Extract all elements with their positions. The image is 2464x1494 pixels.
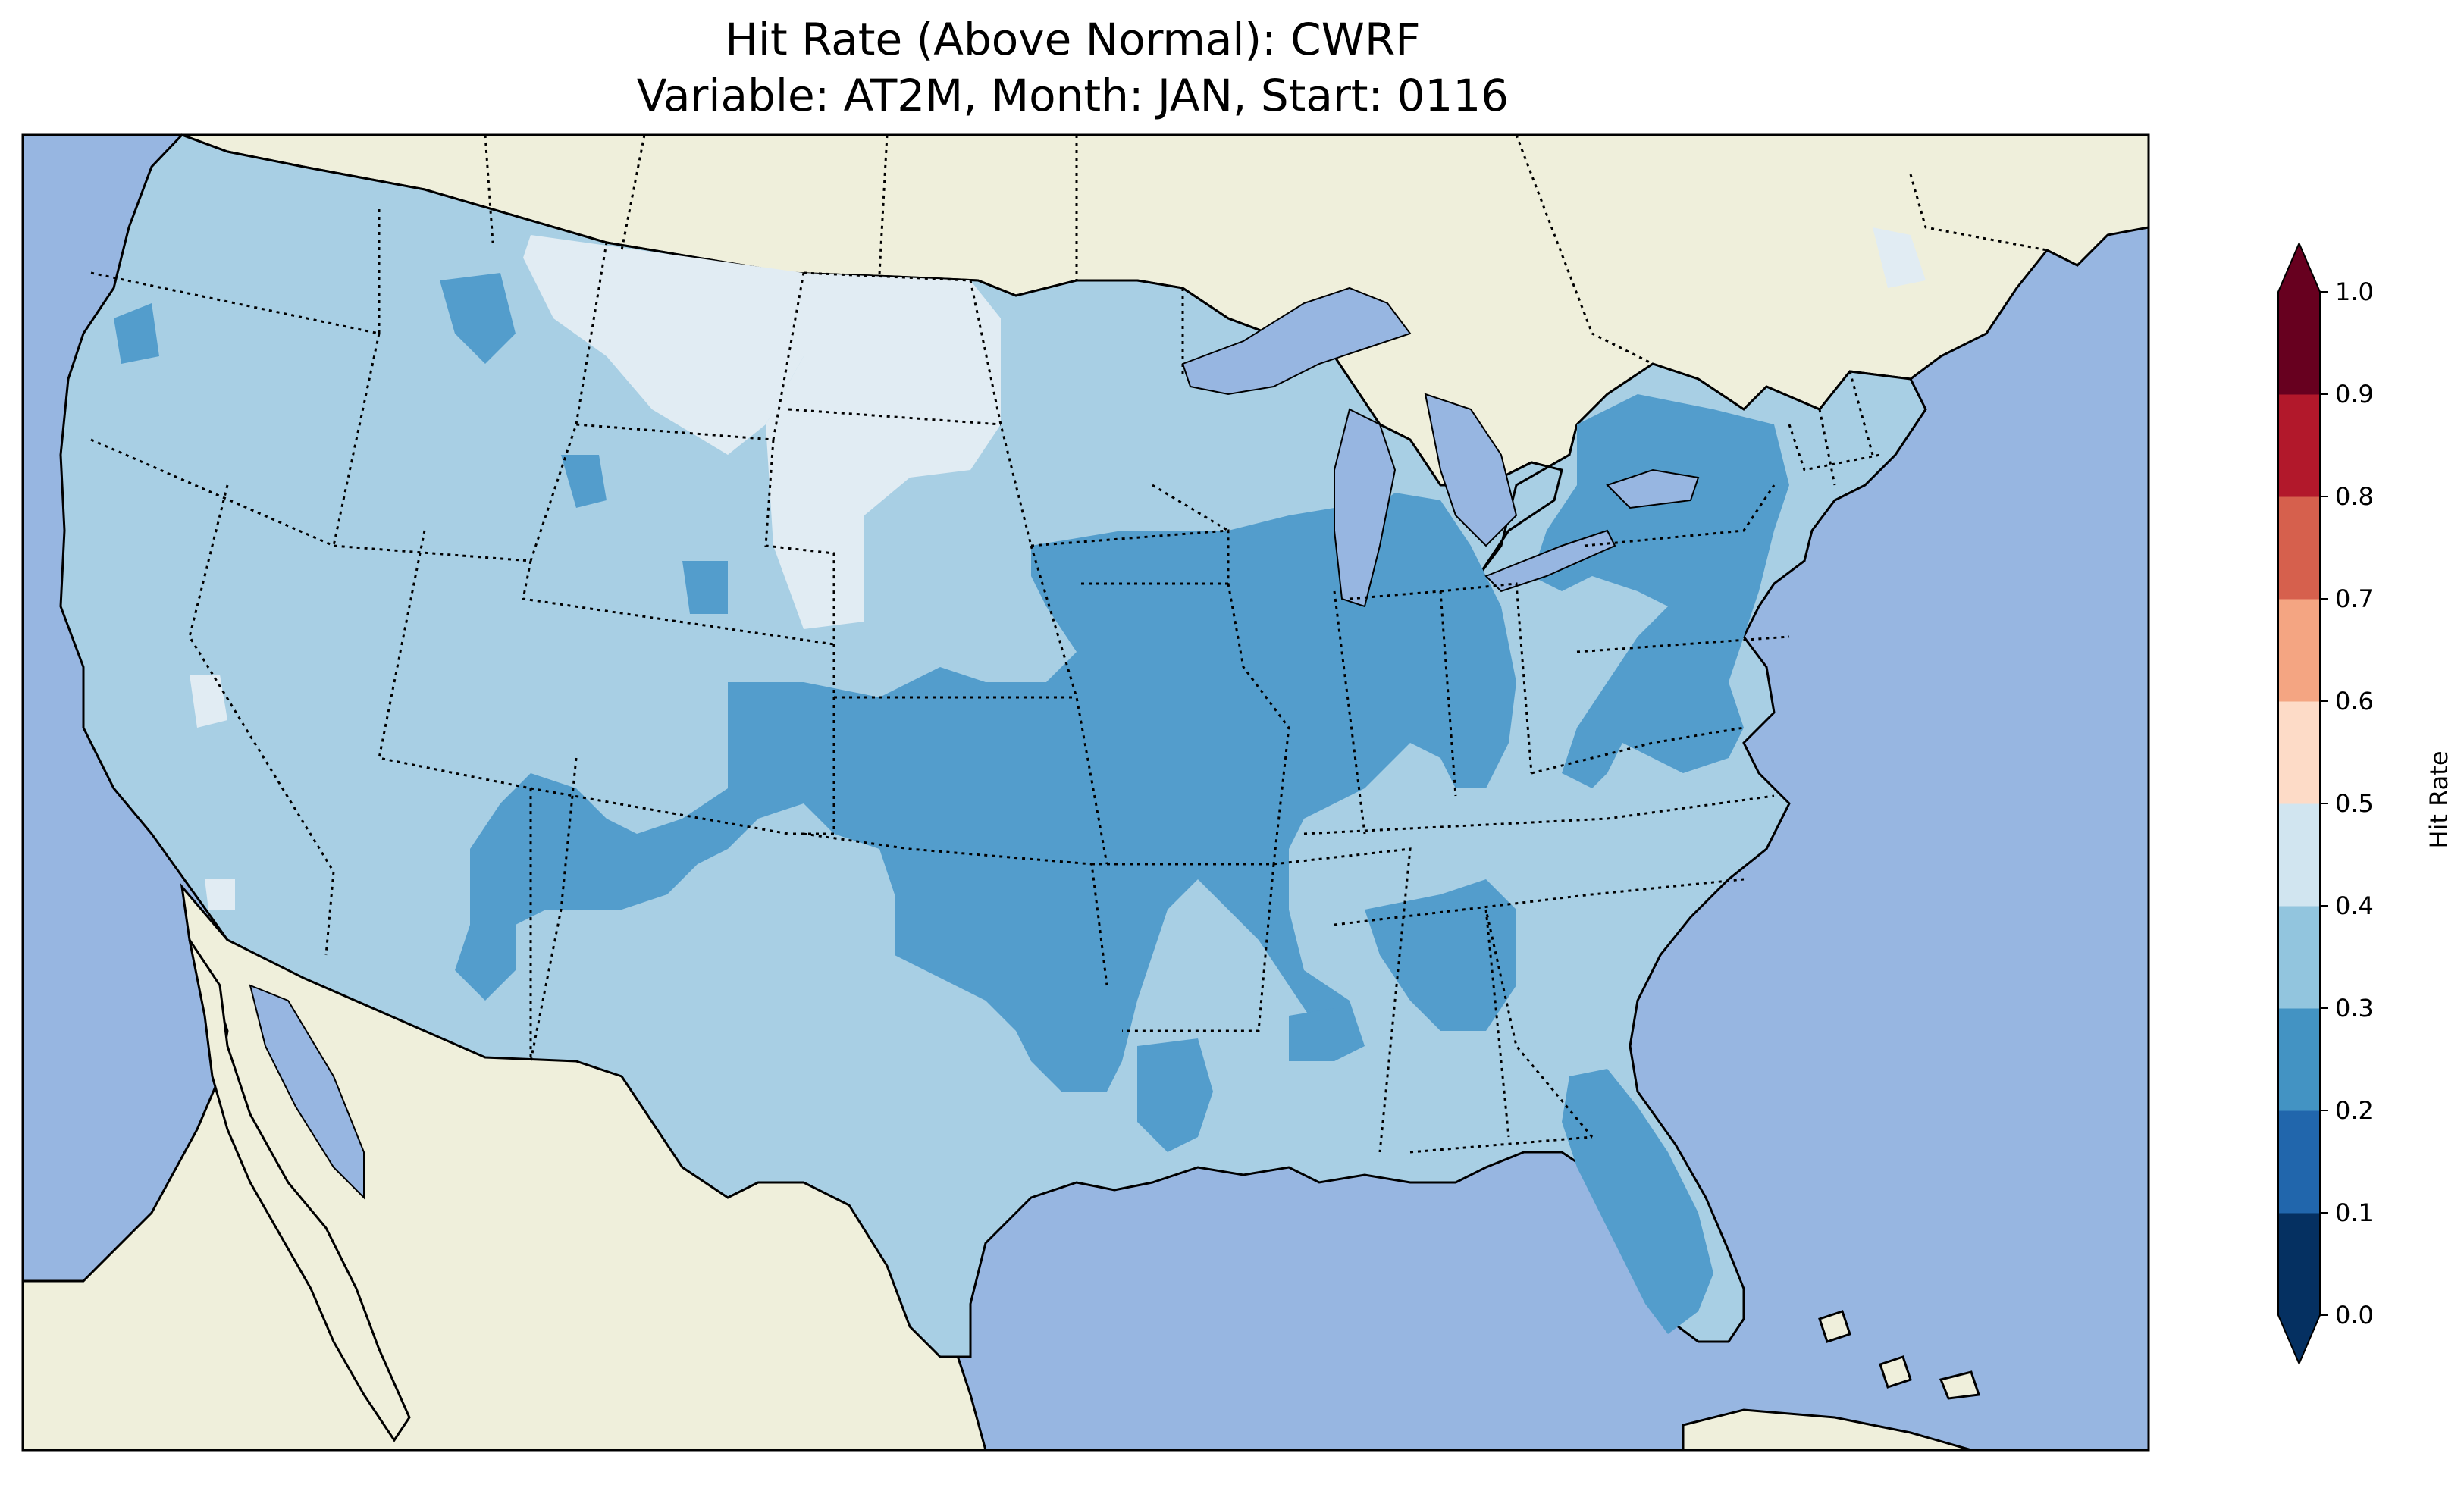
state-border [529,423,774,562]
colorbar-segment [2278,599,2320,702]
state-border [575,242,608,425]
state-border [1030,529,1230,584]
colorbar-tick-label: 0.9 [2335,380,2374,409]
state-border [1273,847,1412,1153]
hitrate-0-2-0-3-region [682,561,728,614]
colorbar-tick-label: 1.0 [2335,277,2374,306]
state-border [1584,484,1776,547]
colorbar-segment [2278,1008,2320,1111]
colorbar: 0.0 0.1 0.2 0.3 0.4 0.5 0.6 0.7 0.8 0.9 1.0 [2277,241,2374,1366]
state-border [1818,409,1836,486]
hitrate-0-2-0-3-region [440,273,516,364]
lake-ontario [1606,468,1700,509]
colorbar-tick-label: 0.4 [2335,891,2374,920]
state-border [1333,590,1366,835]
colorbar-segment [2278,1213,2320,1316]
province-borders [484,134,2048,365]
hitrate-0-4-0-5-region [1873,227,1926,288]
state-border [1788,424,1881,471]
state-border [1092,863,1275,1032]
colorbar-segment [2278,1110,2320,1214]
map-frame [21,133,2150,1452]
hitrate-0-2-0-3-region [1562,1069,1713,1334]
state-border [529,757,578,1062]
colorbar-label: Hit Rate [2425,750,2453,848]
bahamas-island [1939,1370,1981,1400]
colorbar-tick-label: 0.6 [2335,687,2374,716]
colorbar-tick-label: 0.1 [2335,1198,2374,1227]
colorbar-tick-label: 0.8 [2335,482,2374,511]
hitrate-0-2-0-3-region [114,303,159,364]
hitrate-0-2-0-3-region [1531,394,1789,788]
state-border [1334,878,1745,926]
province-border [1909,174,2048,252]
province-border [878,134,889,275]
state-border [764,439,835,644]
colorbar-segment [2278,292,2320,395]
state-border [803,271,971,282]
state-border [522,560,835,646]
state-border [90,438,531,562]
state-border [1409,1135,1593,1154]
state-border [332,333,381,547]
colorbar-tick-label: 0.2 [2335,1096,2374,1125]
state-border [1440,582,1533,774]
colorbar-segment [2278,496,2320,600]
colorbar-tick-label: 0.7 [2335,584,2374,613]
hitrate-0-4-0-5-region [766,273,1001,629]
chart-subtitle: Variable: AT2M, Month: JAN, Start: 0116 [636,70,1509,121]
state-border [1484,909,1594,1138]
lake-huron [1424,393,1518,547]
state-border [530,787,789,835]
hitrate-0-4-0-5-region [523,235,804,455]
hitrate-0-4-0-5-region [190,675,227,728]
baja-peninsula [188,939,411,1442]
colorbar-tick-label: 0.0 [2335,1301,2374,1330]
hitrate-0-2-0-3-region [455,493,1516,1092]
colorbar-segment [2278,701,2320,804]
hitrate-0-2-0-3-region [561,455,607,508]
map-panel [21,133,2150,1452]
colorbar-extend-max [2278,243,2320,292]
state-border [788,408,1002,426]
state-border [324,871,335,956]
colorbar-segment [2278,394,2320,497]
province-border [1515,134,1654,365]
lake-michigan [1334,408,1397,608]
state-border [803,832,1108,986]
colorbar-segment [2278,906,2320,1009]
colorbar-tick-label: 0.5 [2335,789,2374,818]
state-border [1484,909,1510,1138]
chart-title: Hit Rate (Above Normal): CWRF [725,14,1421,65]
hitrate-0-2-0-3-region [1289,1008,1334,1061]
colorbar-extend-min [2278,1315,2320,1364]
bahamas-island [1818,1310,1851,1343]
state-border [1531,726,1745,775]
colorbar-segment [2278,803,2320,907]
state-borders [90,205,1881,1154]
gulf-of-california [249,984,365,1200]
bahamas-island [1879,1355,1912,1389]
hitrate-0-4-0-5-region [205,879,235,910]
state-border [90,271,380,335]
hitrate-0-2-0-3-region [1137,1038,1213,1152]
state-border [1303,794,1775,835]
lake-superior [1181,287,1412,396]
state-border [378,530,532,1061]
lake-erie [1484,529,1616,593]
province-border [484,134,494,243]
state-border [1576,635,1790,653]
state-border [1227,583,1290,865]
colorbar-tick-label: 0.3 [2335,994,2374,1023]
state-border [772,272,805,440]
